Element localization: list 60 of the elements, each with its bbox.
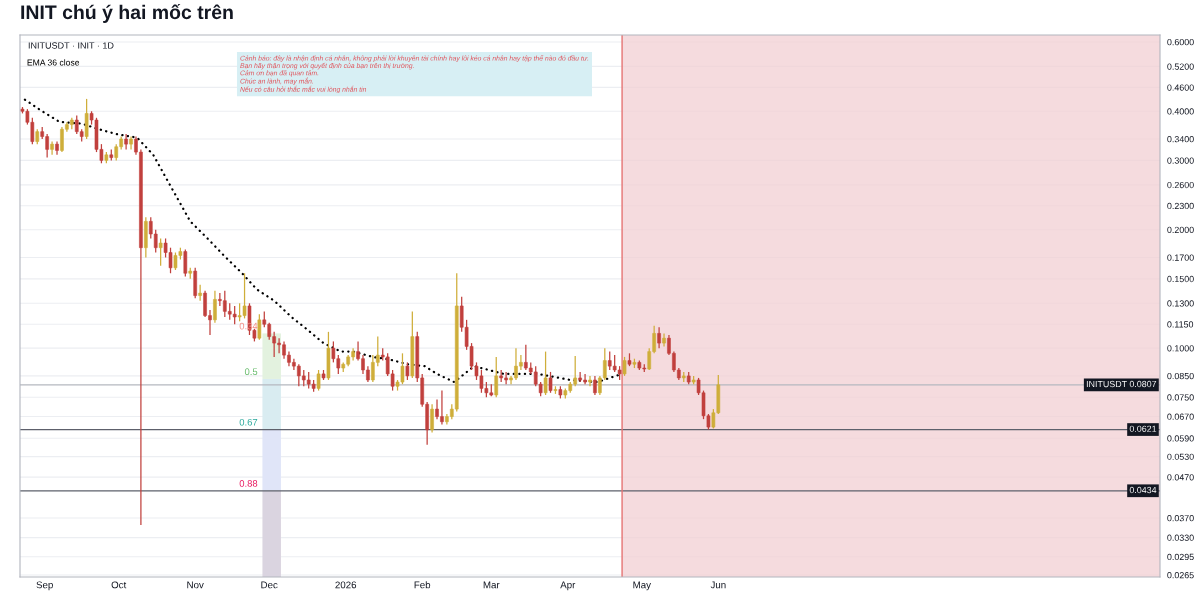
y-tick-label: 0.6000 xyxy=(1167,38,1194,46)
x-tick-label: May xyxy=(633,581,651,591)
x-tick-label: Apr xyxy=(560,581,576,591)
y-tick-label: 0.4600 xyxy=(1167,84,1194,91)
y-tick-label: 0.1500 xyxy=(1167,275,1194,283)
y-tick-label: 0.2000 xyxy=(1167,226,1194,233)
candlestick xyxy=(588,375,592,387)
candlestick xyxy=(158,237,163,267)
y-tick-label: 0.0590 xyxy=(1167,435,1194,442)
candlestick xyxy=(494,356,499,398)
text: EMA 36 close xyxy=(27,59,80,66)
candlestick xyxy=(232,305,237,325)
y-tick-label: 0.0750 xyxy=(1167,394,1194,401)
candlestick xyxy=(257,313,262,341)
annotation: 0.88 xyxy=(239,480,258,487)
y-tick-label: 0.0850 xyxy=(1167,372,1194,380)
y-tick-label: 0.0670 xyxy=(1167,413,1194,420)
text: INITUSDT · INIT · 1D xyxy=(28,42,114,49)
y-tick-label: 0.1700 xyxy=(1167,254,1194,261)
candlestick xyxy=(213,290,217,324)
x-tick-label: Mar xyxy=(483,581,500,589)
y-tick-label: 0.1000 xyxy=(1167,345,1194,352)
candlestick xyxy=(198,284,202,302)
y-tick-label: 0.3000 xyxy=(1167,157,1194,164)
candlestick xyxy=(183,248,188,278)
ref-line-label: 0.0434 xyxy=(1129,486,1157,494)
x-tick-label: 2026 xyxy=(335,581,357,589)
ref-line-label: INITUSDT 0.0807 xyxy=(1086,380,1157,388)
bar xyxy=(262,490,281,577)
candlestick xyxy=(430,403,434,434)
x-tick-label: Nov xyxy=(187,581,204,589)
y-tick-label: 0.0330 xyxy=(1167,534,1194,541)
y-tick-label: 0.1300 xyxy=(1167,300,1194,307)
candlestick xyxy=(622,356,627,377)
y-tick-label: 0.0265 xyxy=(1167,572,1194,579)
chart-title: INIT chú ý hai mốc trên xyxy=(21,4,233,23)
x-tick-label: Feb xyxy=(414,581,431,589)
annotation: 0.67 xyxy=(239,418,258,426)
candlestick xyxy=(543,350,548,396)
candlestick xyxy=(84,98,89,140)
y-tick-label: 0.1150 xyxy=(1167,321,1194,328)
ref-line-label: 0.0621 xyxy=(1129,425,1157,432)
y-tick-label: 0.0295 xyxy=(1167,553,1194,561)
x-tick-label: Dec xyxy=(261,581,278,589)
x-tick-label: Sep xyxy=(36,581,53,591)
y-tick-label: 0.0470 xyxy=(1167,474,1194,481)
candlestick xyxy=(593,375,597,396)
y-tick-label: 0.2600 xyxy=(1167,181,1194,189)
y-tick-label: 0.2300 xyxy=(1167,202,1194,210)
y-tick-label: 0.0370 xyxy=(1167,515,1194,522)
x-tick-label: Jun xyxy=(710,581,726,589)
y-tick-label: 0.4000 xyxy=(1167,108,1194,115)
candlestick xyxy=(316,369,321,392)
candlestick xyxy=(657,326,661,349)
y-tick-label: 0.3400 xyxy=(1167,136,1194,143)
y-tick-label: 0.5200 xyxy=(1167,63,1194,70)
candlestick xyxy=(548,371,553,394)
y-tick-label: 0.0530 xyxy=(1167,453,1194,460)
x-tick-label: Oct xyxy=(111,581,127,589)
annotation: 0.5 xyxy=(244,368,258,375)
